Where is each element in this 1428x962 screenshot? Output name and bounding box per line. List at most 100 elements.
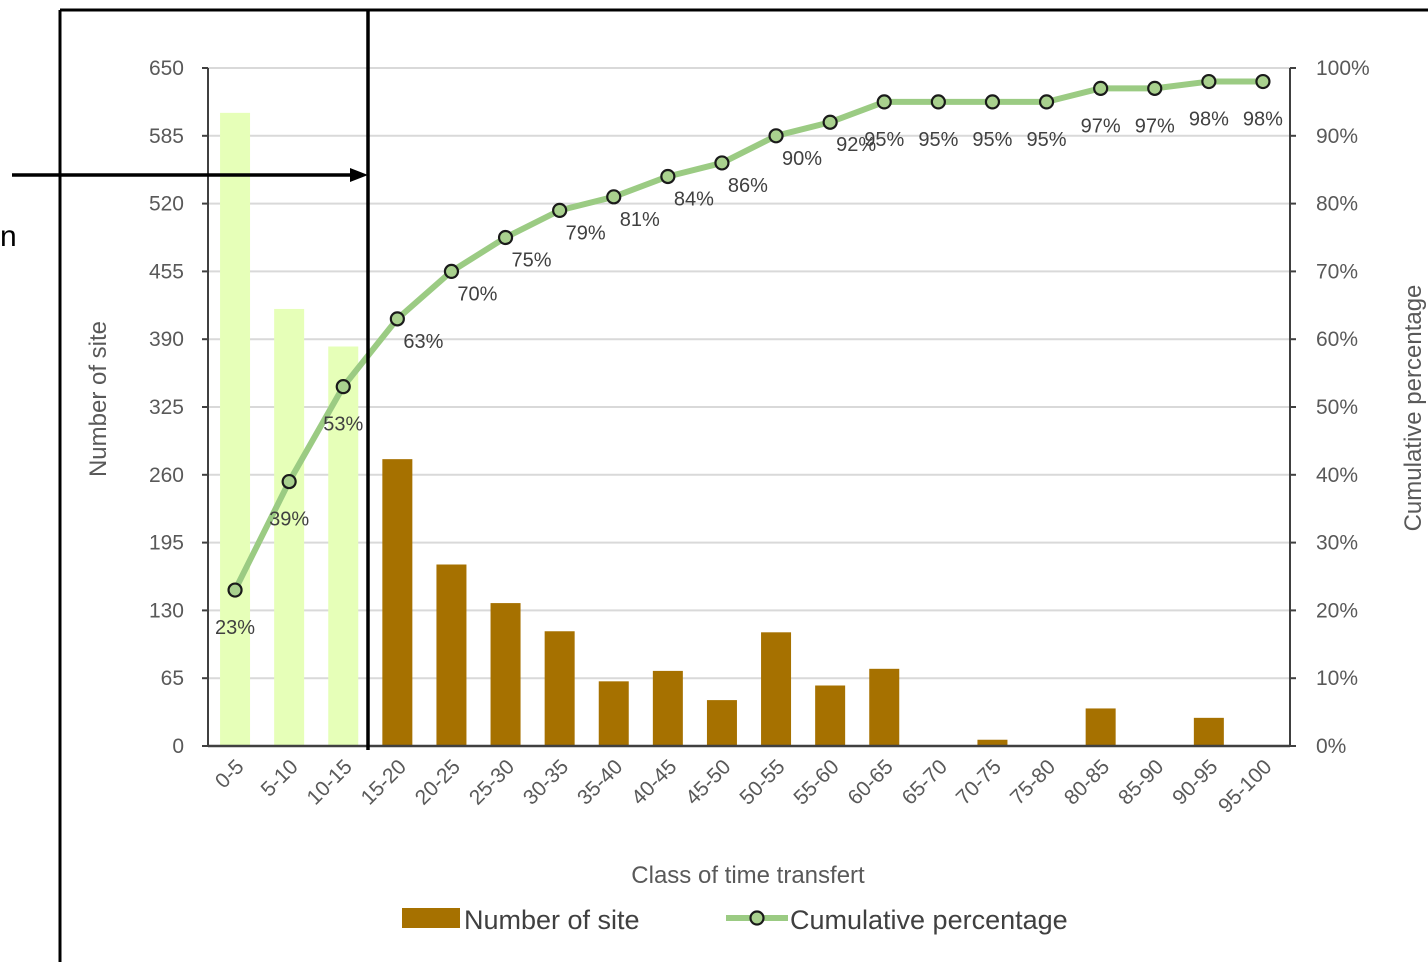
data-label: 86% bbox=[728, 175, 768, 197]
y-tick-label: 195 bbox=[149, 532, 184, 555]
bar bbox=[761, 632, 792, 746]
data-label: 97% bbox=[1135, 115, 1175, 137]
line-marker bbox=[1255, 73, 1271, 90]
data-label: 95% bbox=[972, 129, 1012, 151]
y2-tick-label: 70% bbox=[1316, 260, 1358, 283]
bar bbox=[544, 631, 575, 746]
y2-tick-label: 80% bbox=[1316, 193, 1358, 216]
line-marker bbox=[1093, 80, 1109, 96]
x-axis-title: Class of time transfert bbox=[631, 862, 865, 889]
bar bbox=[274, 308, 305, 746]
data-label: 81% bbox=[620, 209, 660, 231]
bar bbox=[436, 564, 467, 746]
y2-axis-title: Cumulative percentage bbox=[1400, 285, 1427, 532]
x-tick-label: 30-35 bbox=[519, 755, 573, 809]
y2-tick-label: 20% bbox=[1316, 599, 1358, 622]
x-tick-label: 15-20 bbox=[357, 755, 411, 809]
data-label: 79% bbox=[566, 222, 606, 244]
line-marker bbox=[714, 155, 730, 171]
data-label: 98% bbox=[1189, 109, 1229, 131]
x-tick-label: 45-50 bbox=[681, 755, 735, 809]
line-marker bbox=[768, 128, 784, 144]
bar bbox=[652, 670, 683, 746]
legend-bar-label: Number of site bbox=[464, 905, 640, 935]
legend-line-label: Cumulative percentage bbox=[790, 905, 1068, 935]
data-label: 98% bbox=[1243, 109, 1283, 131]
x-tick-label: 10-15 bbox=[303, 755, 357, 809]
data-labels: 23%39%53%63%70%75%79%81%84%86%90%92%95% 9… bbox=[215, 109, 1283, 640]
bar bbox=[1193, 717, 1224, 746]
x-tick-label: 50-55 bbox=[735, 755, 789, 809]
x-tick-label: 75-80 bbox=[1006, 755, 1060, 809]
y2-tick-label: 90% bbox=[1316, 125, 1358, 148]
y-axis-title: Number of site bbox=[85, 321, 112, 477]
y2-tick-label: 50% bbox=[1316, 396, 1358, 419]
y-tick-label: 65 bbox=[161, 667, 184, 690]
data-label: 97% bbox=[1081, 115, 1121, 137]
y-tick-label: 325 bbox=[149, 396, 184, 419]
line-marker bbox=[876, 94, 892, 110]
y-tick-label: 520 bbox=[149, 193, 184, 216]
bar bbox=[382, 459, 413, 746]
cumulative-line bbox=[227, 73, 1271, 598]
x-tick-label: 65-70 bbox=[898, 755, 952, 809]
y-tick-label: 585 bbox=[149, 125, 184, 148]
edge-text: n bbox=[0, 220, 17, 253]
x-tick-label: 55-60 bbox=[789, 755, 843, 809]
data-label: 70% bbox=[457, 283, 497, 305]
cumulative-polyline bbox=[232, 78, 1266, 594]
x-tick-label: 60-65 bbox=[844, 755, 898, 809]
line-marker bbox=[552, 202, 568, 218]
threshold-arrow-head bbox=[350, 168, 368, 182]
line-marker bbox=[1038, 94, 1055, 110]
legend: Number of site Cumulative percentage bbox=[402, 905, 1068, 935]
line-marker bbox=[1201, 73, 1217, 90]
bar bbox=[706, 700, 737, 746]
y2-tick-label: 30% bbox=[1316, 532, 1358, 555]
bar bbox=[869, 668, 900, 746]
x-tick-label: 95-100 bbox=[1214, 755, 1277, 818]
bar bbox=[815, 685, 846, 746]
data-label: 75% bbox=[512, 250, 552, 272]
gridlines bbox=[208, 67, 1290, 680]
annotations: n bbox=[0, 8, 1428, 962]
y2-tick-label: 0% bbox=[1316, 735, 1346, 758]
bar bbox=[1085, 708, 1116, 746]
x-tick-label: 80-85 bbox=[1060, 755, 1114, 809]
x-tick-label: 35-40 bbox=[573, 755, 627, 809]
data-label: 95% bbox=[864, 129, 904, 151]
bar bbox=[490, 603, 521, 746]
line-marker bbox=[1147, 80, 1163, 96]
x-tick-label: 25-30 bbox=[465, 755, 519, 809]
x-tick-label: 85-90 bbox=[1114, 755, 1168, 809]
x-tick-label: 0-5 bbox=[211, 755, 249, 793]
bars bbox=[220, 112, 1224, 747]
bar bbox=[220, 112, 251, 747]
data-label: 39% bbox=[269, 509, 309, 531]
line-marker bbox=[606, 189, 622, 205]
line-marker bbox=[281, 473, 297, 490]
data-label: 95% bbox=[918, 129, 958, 151]
data-label: 90% bbox=[782, 148, 822, 170]
y2-tick-label: 40% bbox=[1316, 464, 1358, 487]
line-marker bbox=[984, 94, 1001, 110]
data-label: 84% bbox=[674, 188, 714, 210]
data-label: 95% bbox=[1027, 129, 1067, 151]
bar bbox=[977, 739, 1008, 746]
data-label: 53% bbox=[323, 414, 363, 436]
legend-bar-swatch bbox=[402, 908, 460, 928]
line-marker bbox=[822, 114, 838, 130]
line-marker bbox=[389, 311, 405, 327]
data-label: 63% bbox=[403, 331, 443, 353]
y2-tick-label: 10% bbox=[1316, 667, 1358, 690]
line-marker bbox=[660, 168, 676, 185]
data-label: 23% bbox=[215, 617, 255, 639]
line-marker bbox=[930, 94, 946, 110]
x-tick-label: 40-45 bbox=[627, 755, 681, 809]
line-marker bbox=[497, 229, 514, 246]
line-marker bbox=[227, 582, 243, 598]
x-tick-label: 5-10 bbox=[257, 755, 303, 801]
bar bbox=[598, 681, 629, 746]
legend-line-marker bbox=[749, 910, 765, 926]
